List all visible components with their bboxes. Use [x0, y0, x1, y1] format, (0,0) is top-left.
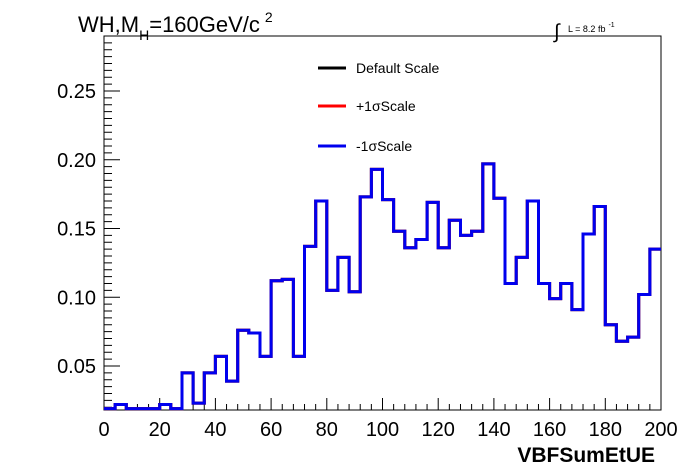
- axis-ticks: [103, 35, 662, 410]
- x-tick-label: 0: [98, 419, 109, 441]
- title-prefix: WH,M: [78, 12, 139, 37]
- y-tick-label: 0.10: [57, 287, 96, 309]
- y-tick-label: 0.25: [57, 81, 96, 103]
- x-tick-label: 20: [149, 419, 171, 441]
- title-middle: =160GeV/c: [149, 12, 260, 37]
- legend-label-2: -1σScale: [356, 138, 412, 154]
- y-tick-label: 0.05: [57, 356, 96, 378]
- luminosity-integral: ∫: [553, 21, 561, 43]
- title-subscript: H: [139, 27, 149, 43]
- x-tick-label: 40: [204, 419, 226, 441]
- x-tick-label: 180: [589, 419, 622, 441]
- chart-title: WH,MH=160GeV/c 2: [78, 9, 273, 43]
- y-tick-label: 0.15: [57, 219, 96, 241]
- x-tick-label: 80: [316, 419, 338, 441]
- legend-label-0: Default Scale: [356, 60, 439, 76]
- x-tick-label: 60: [260, 419, 282, 441]
- legend: Default Scale +1σScale -1σScale: [318, 60, 439, 154]
- tick-labels: 0 20 40 60 80 100 120 140 160 180 200 0.05 0.10 0.15 0…: [57, 81, 678, 441]
- series-line-2: [104, 162, 661, 411]
- title-superscript: 2: [265, 9, 273, 25]
- y-tick-label: 0.20: [57, 150, 96, 172]
- x-tick-label: 120: [422, 419, 455, 441]
- series-lines: [104, 162, 661, 411]
- x-axis-label: VBFSumEtUE: [517, 444, 655, 467]
- x-tick-label: 140: [477, 419, 510, 441]
- luminosity-superscript: -1: [608, 22, 614, 29]
- x-tick-label: 160: [533, 419, 566, 441]
- luminosity-text: L = 8.2 fb: [568, 24, 605, 34]
- legend-label-1: +1σScale: [356, 98, 416, 114]
- plot-frame: [103, 35, 662, 411]
- x-tick-label: 100: [366, 419, 399, 441]
- x-tick-label: 200: [644, 419, 677, 441]
- luminosity-label: L = 8.2 fb -1: [568, 22, 615, 34]
